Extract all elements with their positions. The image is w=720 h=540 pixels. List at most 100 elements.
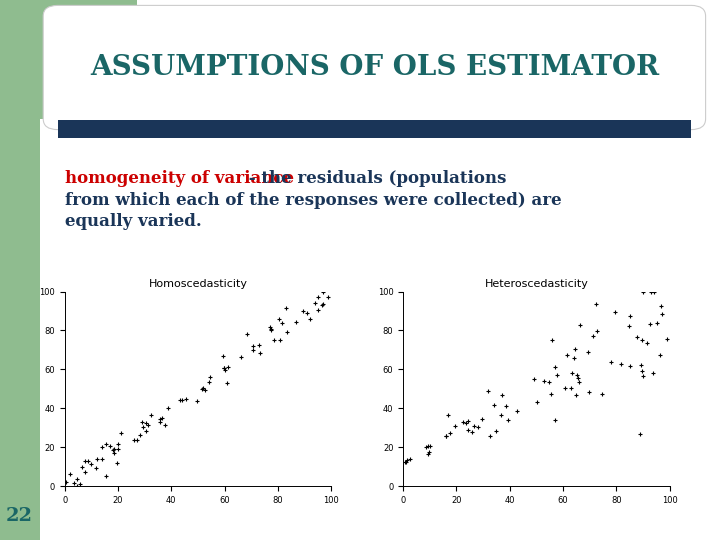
Point — [90, 464, 102, 473]
Point — [569, 353, 580, 362]
Point — [545, 390, 557, 399]
Point — [112, 445, 124, 454]
Point — [661, 335, 672, 343]
Point — [399, 457, 410, 466]
Point — [91, 455, 103, 464]
Point — [71, 481, 83, 490]
Point — [155, 415, 166, 423]
Point — [274, 335, 286, 344]
Point — [644, 287, 656, 296]
Point — [571, 371, 582, 380]
Point — [316, 301, 328, 310]
Point — [591, 326, 603, 335]
Point — [420, 443, 431, 451]
Point — [496, 390, 508, 399]
Text: - the residuals (populations: - the residuals (populations — [243, 170, 507, 187]
Point — [322, 292, 333, 301]
Point — [199, 386, 210, 395]
Point — [85, 460, 96, 469]
Point — [462, 416, 474, 425]
Point — [482, 387, 493, 395]
Point — [266, 325, 277, 334]
Point — [60, 478, 72, 487]
Point — [648, 287, 660, 296]
Point — [528, 375, 540, 383]
Point — [65, 470, 76, 479]
Point — [191, 396, 202, 405]
Point — [511, 407, 523, 415]
Point — [104, 442, 116, 451]
Point — [636, 287, 648, 296]
Point — [641, 339, 652, 348]
Point — [490, 427, 502, 436]
Point — [112, 440, 124, 449]
Point — [440, 432, 451, 441]
Point — [549, 363, 560, 372]
Point — [634, 430, 645, 438]
Point — [297, 307, 309, 315]
Point — [273, 315, 284, 323]
Point — [221, 379, 233, 387]
Point — [241, 329, 253, 338]
Point — [312, 306, 323, 314]
Title: Homoscedasticity: Homoscedasticity — [148, 279, 248, 289]
Point — [544, 377, 555, 386]
Point — [131, 435, 143, 444]
Point — [615, 360, 626, 368]
Point — [101, 439, 112, 448]
Point — [157, 414, 168, 422]
Point — [108, 445, 120, 454]
Point — [423, 447, 435, 456]
Point — [219, 366, 230, 374]
Text: from which each of the responses were collected) are: from which each of the responses were co… — [65, 192, 562, 208]
Point — [96, 443, 108, 451]
Point — [422, 441, 433, 450]
Point — [466, 428, 477, 436]
Point — [655, 302, 667, 310]
Point — [443, 411, 454, 420]
Point — [289, 318, 301, 326]
Point — [264, 323, 276, 332]
Point — [318, 287, 329, 296]
Point — [218, 364, 230, 373]
Point — [472, 422, 484, 431]
Point — [647, 369, 658, 377]
Point — [140, 427, 152, 435]
Text: homogeneity of variance: homogeneity of variance — [65, 170, 294, 187]
Point — [312, 293, 324, 302]
Point — [116, 429, 127, 437]
Point — [404, 454, 415, 463]
Point — [280, 303, 292, 312]
Point — [134, 431, 145, 440]
Point — [269, 336, 280, 345]
Point — [549, 416, 561, 424]
Point — [654, 351, 666, 360]
Point — [570, 345, 581, 353]
Point — [265, 326, 276, 334]
Point — [301, 309, 312, 318]
Point — [402, 456, 413, 464]
Point — [624, 311, 636, 320]
Point — [500, 401, 511, 410]
Text: 22: 22 — [6, 507, 33, 525]
Point — [423, 449, 434, 458]
Point — [197, 383, 209, 392]
Point — [204, 372, 216, 381]
Point — [318, 299, 329, 308]
Point — [606, 358, 617, 367]
Point — [76, 463, 88, 471]
Point — [583, 388, 595, 396]
Point — [487, 401, 499, 409]
Point — [573, 377, 585, 386]
Point — [176, 396, 188, 404]
Point — [590, 299, 601, 308]
Point — [181, 395, 192, 403]
Point — [502, 416, 513, 424]
Point — [142, 420, 153, 429]
Point — [652, 319, 663, 328]
Point — [305, 314, 316, 323]
Point — [159, 420, 171, 429]
Point — [140, 418, 152, 427]
Point — [582, 348, 593, 356]
Point — [108, 448, 120, 457]
